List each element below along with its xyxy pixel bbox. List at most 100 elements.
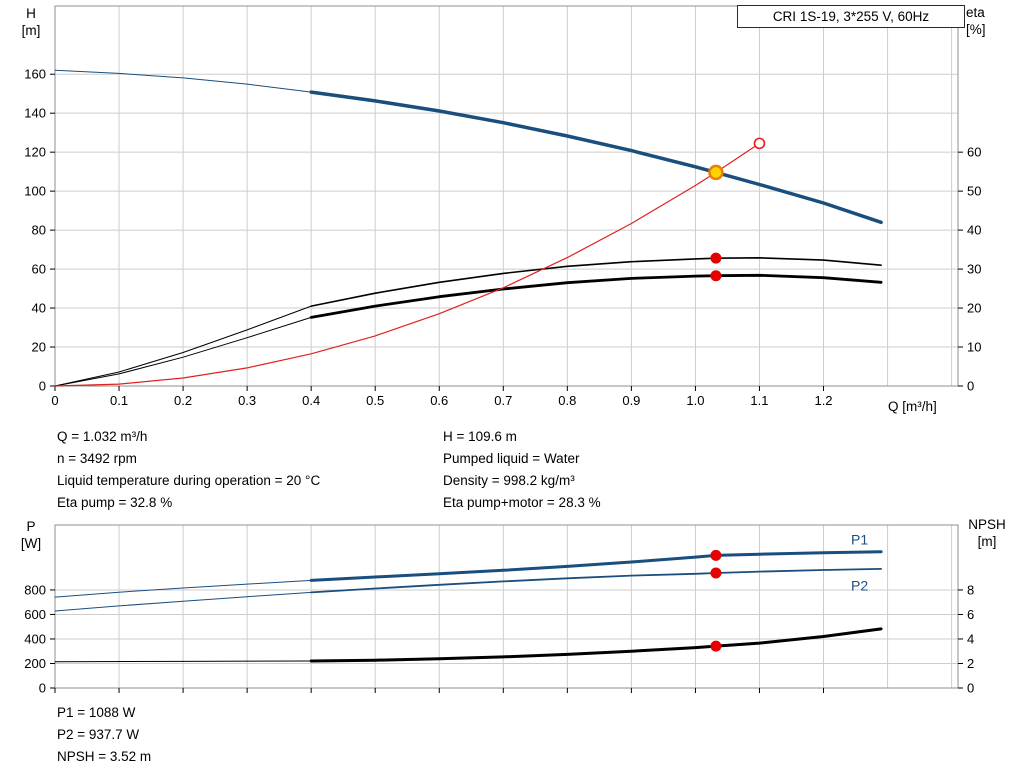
info-line-eta-pump: Eta pump = 32.8 % [57, 495, 173, 510]
info-line-p2: P2 = 937.7 W [57, 727, 140, 742]
eta-axis-title: eta [%] [966, 4, 1010, 38]
plot-border [54, 524, 959, 689]
y-left-tick-label: 800 [24, 582, 46, 597]
eta-axis-title-symbol: eta [966, 5, 985, 20]
x-tick-label: 0.2 [174, 393, 192, 408]
y-left-tick-label: 200 [24, 656, 46, 671]
eta-pump-curve-extension [54, 305, 312, 387]
h-axis-title-unit: [m] [21, 23, 41, 38]
q-axis-title: Q [m³/h] [888, 399, 937, 414]
y-left-tick-label: 600 [24, 607, 46, 622]
info-line-npsh: NPSH = 3.52 m [57, 749, 152, 764]
y-left-tick-label: 400 [24, 631, 46, 646]
system-curve [54, 142, 761, 387]
info-line-h: H = 109.6 m [443, 429, 517, 444]
info-line-density: Density = 998.2 kg/m³ [443, 473, 575, 488]
eta-pump-motor-curve-extension [54, 316, 312, 387]
duty-point-eta-pump-motor[interactable] [710, 270, 722, 282]
y-right-tick-label: 0 [967, 379, 974, 394]
eta-pump-curve [310, 257, 882, 307]
axis-ticks [50, 589, 963, 693]
y-left-tick-label: 60 [32, 262, 46, 277]
x-tick-label: 1.0 [686, 393, 704, 408]
y-left-tick-label: 0 [39, 379, 46, 394]
x-tick-label: 0.7 [494, 393, 512, 408]
hq-eta-chart: 0 0.1 0.2 0.3 0.4 0.5 0.6 0.7 0.8 0.9 1.0 1.1 1.2 0 20… [24, 5, 981, 408]
axis-tick-labels: 0 200 400 600 800 0 2 4 6 8 [24, 582, 974, 695]
x-tick-label: 1.2 [814, 393, 832, 408]
requested-duty-point[interactable] [753, 137, 766, 150]
info-line-pumped-liquid: Pumped liquid = Water [443, 451, 580, 466]
info-line-liquid-temperature: Liquid temperature during operation = 20… [57, 473, 321, 488]
x-tick-label: 0.6 [430, 393, 448, 408]
x-tick-label: 0.3 [238, 393, 256, 408]
power-info-block: P1 = 1088 W P2 = 937.7 W NPSH = 3.52 m [57, 702, 151, 768]
y-left-tick-label: 140 [24, 106, 46, 121]
eta-axis-title-unit: [%] [966, 22, 986, 37]
npsh-axis-title-unit: [m] [977, 534, 997, 549]
h-axis-title: H [m] [12, 5, 50, 39]
duty-info-right-column: H = 109.6 m Pumped liquid = Water Densit… [443, 426, 601, 514]
info-line-q: Q = 1.032 m³/h [57, 429, 148, 444]
y-right-tick-label: 50 [967, 184, 981, 199]
y-left-tick-label: 40 [32, 301, 46, 316]
axis-tick-labels: 0 0.1 0.2 0.3 0.4 0.5 0.6 0.7 0.8 0.9 1.0 1.1 1.2 0 20… [24, 67, 981, 408]
eta-pump-motor-curve [309, 273, 883, 319]
p1-curve-extension [54, 579, 312, 598]
npsh-axis-title-symbol: NPSH [968, 517, 1006, 532]
plot-border [54, 5, 959, 387]
p2-curve-extension [54, 591, 312, 612]
x-tick-label: 0.1 [110, 393, 128, 408]
npsh-curve-extension [54, 660, 312, 663]
y-right-tick-label: 0 [967, 681, 974, 696]
h-axis-title-symbol: H [26, 6, 36, 21]
y-left-tick-label: 0 [39, 681, 46, 696]
y-right-tick-label: 30 [967, 262, 981, 277]
duty-point-p1[interactable] [710, 549, 722, 561]
y-right-tick-label: 6 [967, 607, 974, 622]
y-left-tick-label: 100 [24, 184, 46, 199]
duty-point-p2[interactable] [710, 567, 722, 579]
duty-point-head[interactable] [708, 164, 724, 181]
y-right-tick-label: 10 [967, 340, 981, 355]
head-curve [309, 90, 883, 225]
info-line-p1: P1 = 1088 W [57, 705, 136, 720]
p1-curve-label: P1 [851, 531, 868, 547]
pump-model-title: CRI 1S-19, 3*255 V, 60Hz [737, 5, 965, 28]
y-right-tick-label: 60 [967, 145, 981, 160]
gridlines [55, 525, 958, 688]
duty-point-npsh[interactable] [710, 640, 722, 652]
x-tick-label: 0 [51, 393, 58, 408]
x-tick-label: 1.1 [750, 393, 768, 408]
info-line-eta-pump-motor: Eta pump+motor = 28.3 % [443, 495, 601, 510]
p1-curve [309, 550, 883, 582]
p2-curve [310, 568, 882, 594]
y-right-tick-label: 40 [967, 223, 981, 238]
head-curve-extension [54, 69, 312, 93]
y-right-tick-label: 4 [967, 631, 974, 646]
y-left-tick-label: 160 [24, 67, 46, 82]
y-right-tick-label: 8 [967, 582, 974, 597]
npsh-curve [309, 627, 883, 663]
duty-point-eta-pump[interactable] [710, 252, 722, 264]
x-tick-label: 0.5 [366, 393, 384, 408]
p-axis-title-unit: [W] [20, 536, 42, 551]
npsh-axis-title: NPSH [m] [960, 516, 1014, 550]
y-right-tick-label: 2 [967, 656, 974, 671]
x-tick-label: 0.4 [302, 393, 320, 408]
x-tick-label: 0.8 [558, 393, 576, 408]
axis-ticks [50, 73, 963, 391]
duty-info-left-column: Q = 1.032 m³/h n = 3492 rpm Liquid tempe… [57, 426, 320, 514]
y-left-tick-label: 80 [32, 223, 46, 238]
y-right-tick-label: 20 [967, 301, 981, 316]
power-npsh-chart: 0 200 400 600 800 0 2 4 6 8 P1 P2 [24, 524, 974, 696]
y-left-tick-label: 20 [32, 340, 46, 355]
p-axis-title: P [W] [12, 518, 50, 552]
info-line-speed: n = 3492 rpm [57, 451, 137, 466]
x-tick-label: 0.9 [622, 393, 640, 408]
p2-curve-label: P2 [851, 577, 868, 593]
gridlines [55, 6, 958, 386]
p-axis-title-symbol: P [26, 519, 36, 534]
